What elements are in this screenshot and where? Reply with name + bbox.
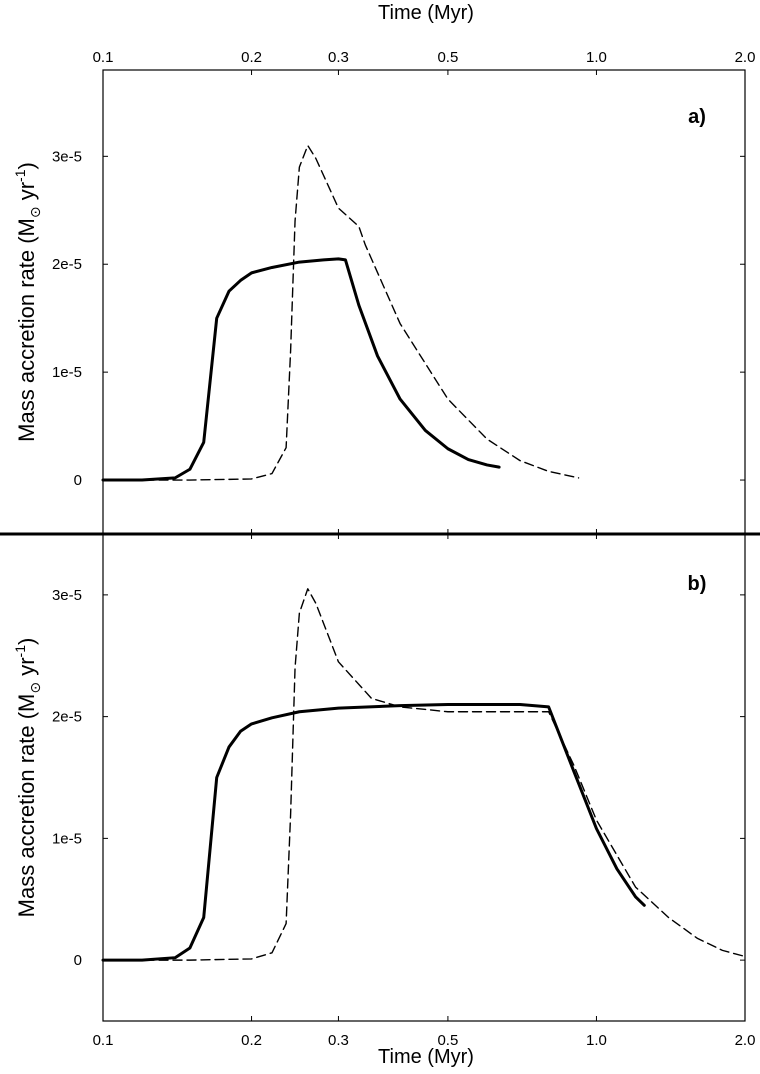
- panel-b-series-solid: [101, 702, 646, 962]
- y-axis-title-unit: yr: [14, 182, 39, 206]
- y-axis-title-unit: yr: [14, 657, 39, 681]
- y-axis-title: Mass accretion rate (M⊙ yr-1): [12, 162, 43, 442]
- panel-a-series-solid: [101, 257, 501, 482]
- panel-b-series-dashed: [102, 588, 746, 961]
- top-x-tick-label: 0.3: [328, 49, 349, 66]
- y-tick-label: 2e-5: [52, 709, 82, 726]
- y-axis-title: Mass accretion rate (M⊙ yr-1): [12, 638, 43, 918]
- bottom-x-axis-title: Time (Myr): [378, 1046, 474, 1068]
- y-tick-label: 3e-5: [52, 148, 82, 165]
- top-x-axis-title: Time (Myr): [378, 2, 474, 24]
- y-tick-label: 0: [74, 952, 82, 969]
- series-layer: [101, 144, 746, 962]
- y-tick-label: 2e-5: [52, 256, 82, 273]
- y-axis-title-exponent: -1: [12, 169, 28, 182]
- y-tick-label: 0: [74, 472, 82, 489]
- frame-layer: [0, 69, 760, 1022]
- y-axis-title-suffix: ): [14, 638, 39, 645]
- y-axis-title-prefix: Mass accretion rate (M: [14, 218, 39, 442]
- top-x-tick-label: 0.5: [437, 49, 458, 66]
- bottom-x-tick-label: 0.1: [93, 1032, 114, 1049]
- bottom-x-tick-label: 0.5: [437, 1032, 458, 1049]
- text-layer: 01e-52e-53e-5a)Mass accretion rate (M⊙ y…: [12, 2, 755, 1068]
- bottom-x-tick-label: 0.3: [328, 1032, 349, 1049]
- panel-label: a): [688, 106, 706, 128]
- bottom-x-tick-label: 1.0: [586, 1032, 607, 1049]
- top-x-tick-label: 0.1: [93, 49, 114, 66]
- sun-symbol: ⊙: [27, 206, 43, 218]
- panel-a-series-dashed: [102, 144, 580, 481]
- y-axis-title-suffix: ): [14, 162, 39, 169]
- panel-b-frame: [102, 533, 746, 1022]
- top-x-tick-label: 1.0: [586, 49, 607, 66]
- y-tick-label: 1e-5: [52, 830, 82, 847]
- panel-label: b): [688, 573, 707, 595]
- top-x-tick-label: 0.2: [241, 49, 262, 66]
- sun-symbol: ⊙: [27, 682, 43, 694]
- y-tick-label: 1e-5: [52, 364, 82, 381]
- bottom-x-tick-label: 0.2: [241, 1032, 262, 1049]
- top-x-tick-label: 2.0: [735, 49, 756, 66]
- panel-a-frame: [102, 69, 746, 535]
- y-axis-title-exponent: -1: [12, 645, 28, 658]
- y-axis-title-prefix: Mass accretion rate (M: [14, 694, 39, 918]
- bottom-x-tick-label: 2.0: [735, 1032, 756, 1049]
- y-tick-label: 3e-5: [52, 587, 82, 604]
